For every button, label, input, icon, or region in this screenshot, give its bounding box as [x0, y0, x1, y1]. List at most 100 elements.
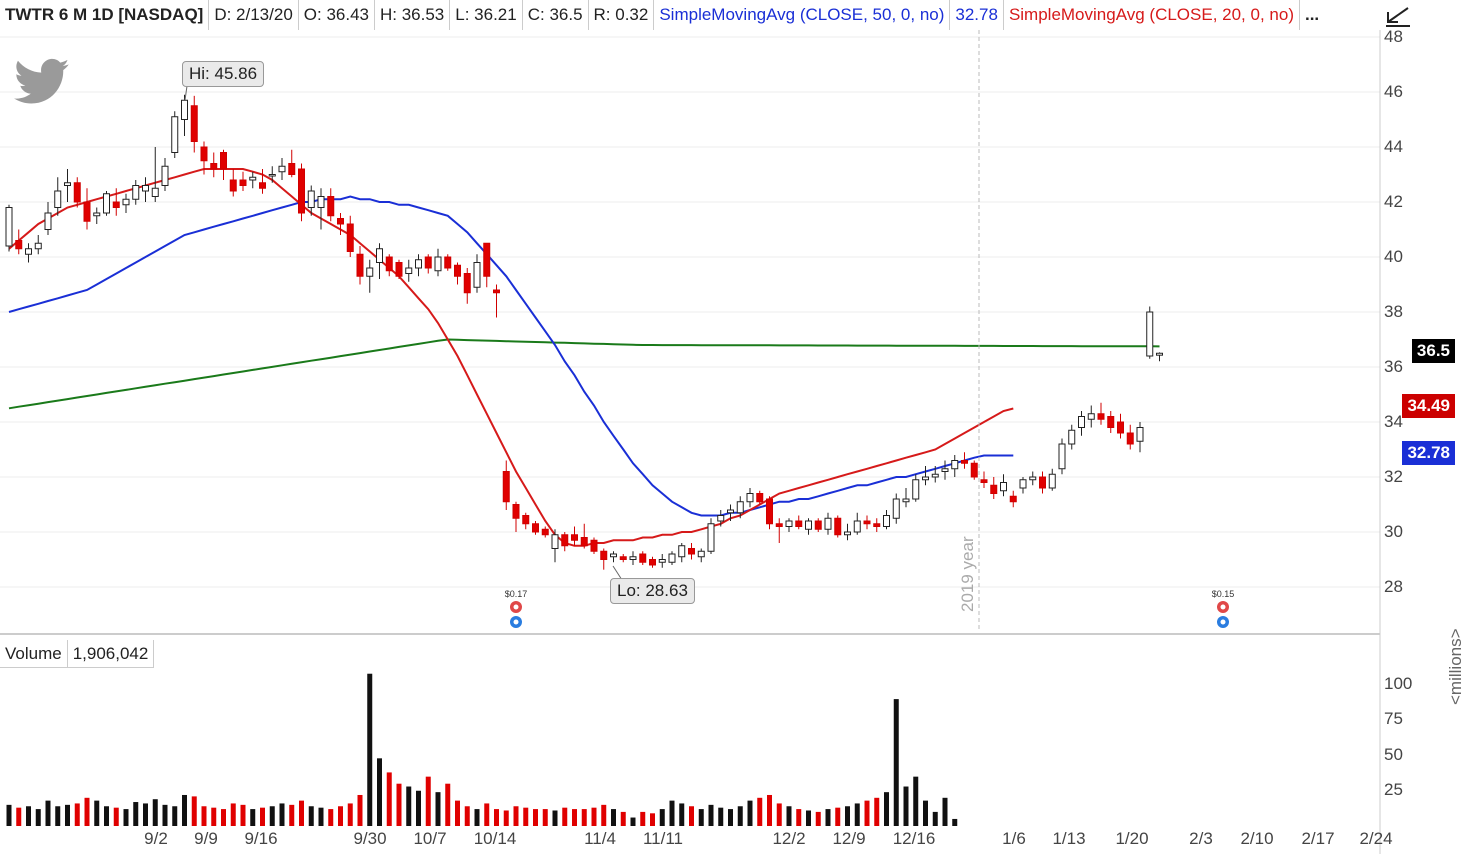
candle [688, 543, 695, 560]
candle [619, 554, 627, 563]
candle [34, 235, 42, 255]
sma50-study-label[interactable]: SimpleMovingAvg (CLOSE, 50, 0, no) [654, 0, 951, 30]
candle-body [1087, 413, 1095, 420]
candle-body [444, 256, 452, 269]
candle [434, 248, 442, 277]
price-tick-label: 40 [1384, 247, 1403, 266]
volume-bar [913, 776, 919, 826]
date-tick-label: 10/7 [413, 829, 447, 848]
candle-body [541, 528, 549, 536]
volume-bar [728, 809, 733, 826]
volume-bar [425, 776, 431, 826]
volume-bar [893, 699, 899, 826]
date-tick-label: 12/2 [772, 829, 806, 848]
volume-label[interactable]: Volume [0, 640, 68, 668]
more-studies-button[interactable]: ... [1304, 5, 1320, 24]
volume-bar [874, 797, 880, 826]
sma20-line [8, 168, 1014, 547]
volume-bar [230, 803, 236, 826]
candle [892, 493, 900, 524]
volume-bar [143, 803, 148, 826]
candle [785, 518, 793, 532]
volume-bar [55, 806, 61, 826]
sma50-badge: 32.78 [1402, 441, 1455, 465]
volume-bar [796, 809, 802, 826]
candle-body [151, 187, 159, 197]
candle [444, 254, 452, 271]
volume-bar [211, 807, 217, 826]
candle [200, 141, 208, 175]
volume-bar [16, 807, 22, 826]
volume-bar [464, 806, 470, 826]
volume-bar [250, 809, 256, 826]
candle-body [34, 242, 42, 250]
candle-body [346, 223, 354, 252]
candle-body [580, 537, 588, 547]
volume-bar [659, 809, 665, 826]
symbol-label[interactable]: TWTR 6 M 1D [NASDAQ] [0, 0, 210, 30]
candle-body [210, 163, 218, 170]
candle-body [337, 218, 344, 225]
candle [990, 477, 998, 499]
candle [1048, 468, 1056, 491]
volume-bar [377, 758, 382, 826]
candle-body [356, 253, 364, 277]
candle-body [590, 539, 598, 552]
candle [151, 147, 159, 202]
sma20-study-label[interactable]: SimpleMovingAvg (CLOSE, 20, 0, no) [1004, 0, 1300, 30]
candle-body [122, 198, 130, 206]
candle-body [805, 520, 812, 530]
candle [327, 188, 335, 222]
volume-bar [552, 810, 558, 826]
candle [951, 455, 959, 477]
price-tick-label: 44 [1384, 137, 1403, 156]
candle [532, 521, 539, 535]
volume-bar [757, 797, 763, 826]
candle [317, 188, 325, 230]
candle-body [746, 493, 754, 503]
volume-bar [815, 811, 821, 826]
candle [590, 537, 598, 554]
candle [1019, 477, 1027, 494]
candle-body [493, 289, 500, 294]
volume-bar [279, 803, 285, 826]
volume-bar [318, 807, 324, 826]
candle [483, 242, 491, 288]
candle-body [941, 468, 949, 472]
volume-bar [269, 806, 275, 826]
dividend-icon-2[interactable] [1214, 600, 1232, 632]
candle [902, 488, 910, 508]
candle-body [1117, 421, 1124, 434]
price-tick-label: 36 [1384, 357, 1403, 376]
volume-bar [133, 802, 139, 826]
candle-body [561, 534, 569, 547]
volume-bar [94, 800, 100, 826]
zoom-icon[interactable] [1384, 4, 1412, 28]
candle [473, 254, 481, 293]
candle [181, 94, 188, 136]
candle-body [639, 553, 647, 563]
candle [229, 169, 237, 197]
candle [805, 518, 812, 535]
volume-bar [406, 786, 412, 826]
lo-callout: Lo: 28.63 [610, 578, 695, 604]
candle [239, 171, 247, 191]
candle [668, 551, 676, 565]
candle-body [785, 520, 793, 527]
volume-bar [698, 809, 704, 826]
sma50-study-value: 32.78 [950, 0, 1004, 30]
volume-bar [854, 803, 860, 826]
volume-bar [513, 806, 519, 826]
candle-body [1058, 443, 1066, 470]
volume-bar [650, 813, 655, 826]
candle [922, 466, 929, 486]
volume-tick-label: 75 [1384, 709, 1403, 729]
candle-body [883, 515, 890, 527]
date-tick-label: 2/3 [1189, 829, 1213, 848]
candle-body [853, 520, 861, 533]
volume-bar [74, 803, 80, 826]
volume-header: Volume 1,906,042 [0, 640, 155, 668]
dividend-icon-1[interactable] [507, 600, 525, 632]
candle [1097, 402, 1105, 425]
